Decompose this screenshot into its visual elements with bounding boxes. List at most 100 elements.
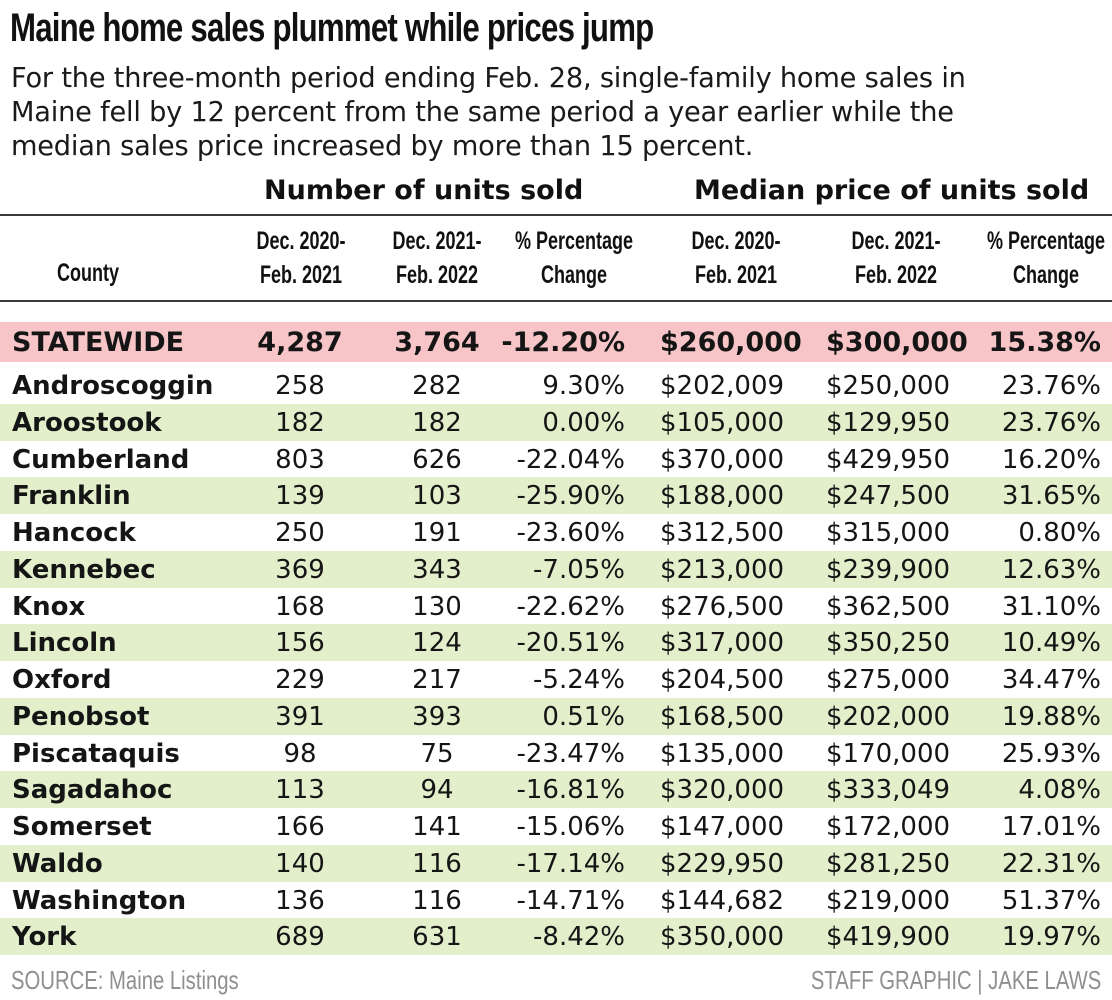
table-row: Lincoln 156 124 -20.51% $317,000 $350,250 10.4… (0, 624, 1112, 661)
col-header-price-2022: Dec. 2021- Feb. 2022 (824, 224, 968, 292)
county-name-cell: Sagadahoc (12, 774, 173, 805)
units-change-cell: -17.14% (516, 848, 625, 879)
price-2022-cell: $172,000 (826, 811, 951, 842)
price-change-cell: 23.76% (1001, 407, 1101, 438)
units-2021-cell: 250 (275, 517, 325, 548)
price-2021-cell: $204,500 (660, 664, 785, 695)
group-header-units: Number of units sold (264, 175, 584, 206)
price-2022-cell: $419,900 (826, 921, 951, 952)
table-row: Hancock 250 191 -23.60% $312,500 $315,000 0.80… (0, 514, 1112, 551)
units-2022-cell: 631 (412, 921, 462, 952)
statewide-row: STATEWIDE 4,287 3,764 -12.20% $260,000 $300,0… (0, 322, 1112, 362)
price-2022-cell: $219,000 (826, 885, 951, 916)
price-2021-cell: $213,000 (660, 554, 785, 585)
price-2022-cell: $239,900 (826, 554, 951, 585)
subtitle-line: median sales price increased by more tha… (11, 131, 754, 162)
units-2021-cell: 229 (275, 664, 325, 695)
units-2022-cell: 124 (412, 627, 462, 658)
col-header-price-2021: Dec. 2020- Feb. 2021 (664, 224, 808, 292)
county-name-cell: Oxford (12, 664, 112, 695)
units-2021-cell: 113 (275, 774, 325, 805)
units-2022-cell: 3,764 (394, 326, 480, 358)
county-name-cell: Cumberland (12, 444, 190, 475)
header-top-rule (0, 214, 1112, 216)
price-2021-cell: $317,000 (660, 627, 785, 658)
price-2021-cell: $312,500 (660, 517, 785, 548)
county-name-cell: Hancock (12, 517, 136, 548)
units-2022-cell: 191 (412, 517, 462, 548)
units-change-cell: -22.62% (516, 591, 625, 622)
col-header-line: Dec. 2020- (256, 227, 346, 255)
price-2022-cell: $247,500 (826, 480, 951, 511)
units-2021-cell: 140 (275, 848, 325, 879)
price-change-cell: 51.37% (1001, 885, 1101, 916)
units-2021-cell: 369 (275, 554, 325, 585)
county-name-cell: Androscoggin (12, 370, 214, 401)
col-header-line: Change (1012, 261, 1080, 289)
county-name-cell: Aroostook (12, 407, 162, 438)
units-2021-cell: 4,287 (257, 326, 343, 358)
price-2021-cell: $276,500 (660, 591, 785, 622)
county-name-cell: Penobsot (12, 701, 150, 732)
price-2021-cell: $188,000 (660, 480, 785, 511)
units-2022-cell: 282 (412, 370, 462, 401)
table-row: Aroostook 182 182 0.00% $105,000 $129,950 23.7… (0, 404, 1112, 441)
col-header-line: Feb. 2021 (694, 261, 778, 289)
price-2022-cell: $202,000 (826, 701, 951, 732)
col-header-line: Change (540, 261, 608, 289)
units-change-cell: -22.04% (516, 444, 625, 475)
price-change-cell: 34.47% (1001, 664, 1101, 695)
price-change-cell: 23.76% (1001, 370, 1101, 401)
price-change-cell: 31.65% (1001, 480, 1101, 511)
source-note: SOURCE: Maine Listings (11, 965, 239, 995)
units-change-cell: 9.30% (542, 370, 625, 401)
units-2021-cell: 182 (275, 407, 325, 438)
price-2022-cell: $362,500 (826, 591, 951, 622)
price-2022-cell: $350,250 (826, 627, 951, 658)
price-change-cell: 22.31% (1001, 848, 1101, 879)
table-row: Androscoggin 258 282 9.30% $202,009 $250,000 2… (0, 367, 1112, 404)
units-change-cell: -7.05% (533, 554, 625, 585)
price-2022-cell: $429,950 (826, 444, 951, 475)
units-change-cell: -14.71% (516, 885, 625, 916)
price-2022-cell: $129,950 (826, 407, 951, 438)
price-change-cell: 25.93% (1001, 738, 1101, 769)
table-row: Penobsot 391 393 0.51% $168,500 $202,000 19.88… (0, 698, 1112, 735)
col-header-line: Feb. 2021 (259, 261, 343, 289)
table-row: Waldo 140 116 -17.14% $229,950 $281,250 22.31% (0, 845, 1112, 882)
price-change-cell: 16.20% (1001, 444, 1101, 475)
units-2021-cell: 136 (275, 885, 325, 916)
units-2021-cell: 689 (275, 921, 325, 952)
price-2021-cell: $168,500 (660, 701, 785, 732)
units-2021-cell: 258 (275, 370, 325, 401)
units-2022-cell: 182 (412, 407, 462, 438)
units-2021-cell: 156 (275, 627, 325, 658)
col-header-price-change: % Percentage Change (974, 224, 1112, 292)
units-2021-cell: 803 (275, 444, 325, 475)
county-name-cell: Waldo (12, 848, 103, 879)
col-header-line: % Percentage (514, 227, 634, 255)
units-change-cell: -12.20% (501, 326, 625, 358)
col-header-line: Feb. 2022 (395, 261, 479, 289)
units-2021-cell: 166 (275, 811, 325, 842)
table-row: York 689 631 -8.42% $350,000 $419,900 19.97% (0, 918, 1112, 955)
county-name-cell: Franklin (12, 480, 131, 511)
units-2022-cell: 343 (412, 554, 462, 585)
price-2022-cell: $250,000 (826, 370, 951, 401)
col-header-line: Dec. 2020- (691, 227, 781, 255)
units-change-cell: -23.47% (516, 738, 625, 769)
price-change-cell: 17.01% (1001, 811, 1101, 842)
units-change-cell: -15.06% (516, 811, 625, 842)
units-2022-cell: 393 (412, 701, 462, 732)
units-2021-cell: 139 (275, 480, 325, 511)
price-2022-cell: $275,000 (826, 664, 951, 695)
units-2022-cell: 130 (412, 591, 462, 622)
table-row: Washington 136 116 -14.71% $144,682 $219,000 5… (0, 882, 1112, 919)
county-name-cell: STATEWIDE (12, 326, 185, 358)
table-row: Oxford 229 217 -5.24% $204,500 $275,000 34.47% (0, 661, 1112, 698)
chart-subtitle: For the three-month period ending Feb. 2… (11, 62, 1111, 164)
col-header-line: % Percentage (986, 227, 1106, 255)
table-row: Franklin 139 103 -25.90% $188,000 $247,500 31.… (0, 477, 1112, 514)
col-header-line: Dec. 2021- (392, 227, 482, 255)
units-2022-cell: 94 (420, 774, 454, 805)
